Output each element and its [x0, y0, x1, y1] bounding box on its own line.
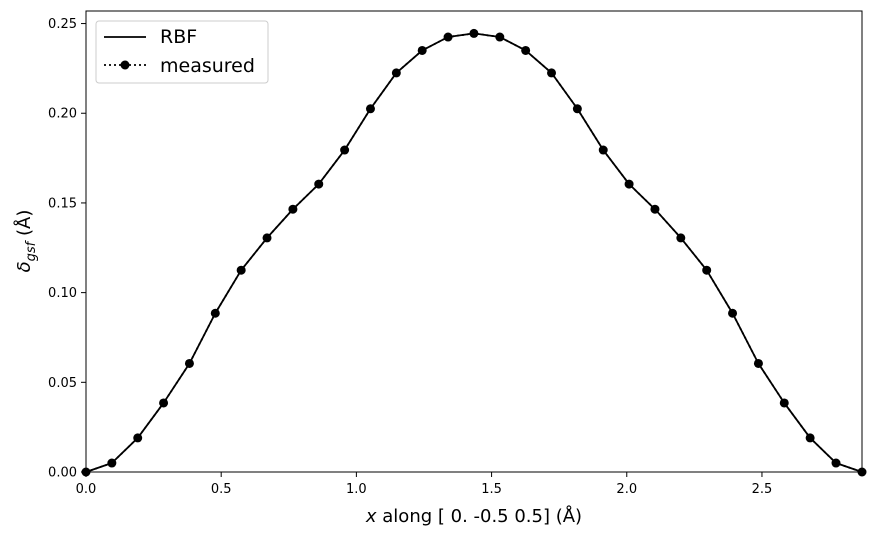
series-layer — [81, 28, 867, 477]
y-tick-label: 0.25 — [48, 17, 77, 32]
x-tick-label: 0.5 — [211, 482, 232, 497]
ticks-layer: 0.0 0.5 1.0 1.5 2.0 2.5 0.00 0.05 0.10 0.15 0.20 0.… — [48, 17, 772, 497]
series-measured-point — [521, 45, 531, 55]
series-measured-point — [831, 458, 841, 468]
y-tick-label: 0.15 — [48, 196, 77, 211]
y-axis-label: δgsf (Å) — [13, 210, 39, 273]
series-measured-point — [159, 398, 169, 408]
legend-rbf-label: RBF — [160, 26, 197, 48]
series-measured-point — [184, 358, 194, 368]
series-measured-point — [753, 358, 763, 368]
x-tick-label: 2.5 — [752, 482, 773, 497]
series-measured-point — [340, 145, 350, 155]
series-measured-point — [495, 32, 505, 42]
x-tick-label: 1.0 — [346, 482, 367, 497]
series-measured-point — [624, 179, 634, 189]
series-measured-point — [676, 233, 686, 243]
series-measured-point — [107, 458, 117, 468]
y-tick-label: 0.10 — [48, 286, 77, 301]
x-tick-label: 2.0 — [616, 482, 637, 497]
legend-measured-label: measured — [160, 55, 255, 77]
y-tick-label: 0.05 — [48, 376, 77, 391]
series-measured-point — [469, 28, 479, 38]
legend-measured-marker — [120, 60, 130, 70]
series-measured-point — [728, 308, 738, 318]
series-measured-point — [572, 104, 582, 114]
series-measured-point — [779, 398, 789, 408]
series-measured-point — [262, 233, 272, 243]
series-measured-point — [133, 433, 143, 443]
series-measured-point — [210, 308, 220, 318]
series-measured-point — [650, 204, 660, 214]
y-tick-label: 0.00 — [48, 466, 77, 481]
x-tick-label: 0.0 — [76, 482, 97, 497]
series-measured-point — [417, 45, 427, 55]
series-measured-point — [702, 265, 712, 275]
series-measured-point — [236, 265, 246, 275]
legend: RBF measured — [95, 20, 269, 84]
series-measured-point — [365, 104, 375, 114]
series-measured-point — [391, 68, 401, 78]
series-measured-point — [547, 68, 557, 78]
x-axis-label: x along [ 0. -0.5 0.5] (Å) — [365, 505, 582, 527]
plot-frame — [85, 10, 863, 473]
series-measured-point — [805, 433, 815, 443]
series-measured-point — [288, 204, 298, 214]
series-measured-point — [443, 32, 453, 42]
x-tick-label: 1.5 — [481, 482, 502, 497]
series-measured-point — [598, 145, 608, 155]
y-tick-label: 0.20 — [48, 107, 77, 122]
series-measured-point — [314, 179, 324, 189]
